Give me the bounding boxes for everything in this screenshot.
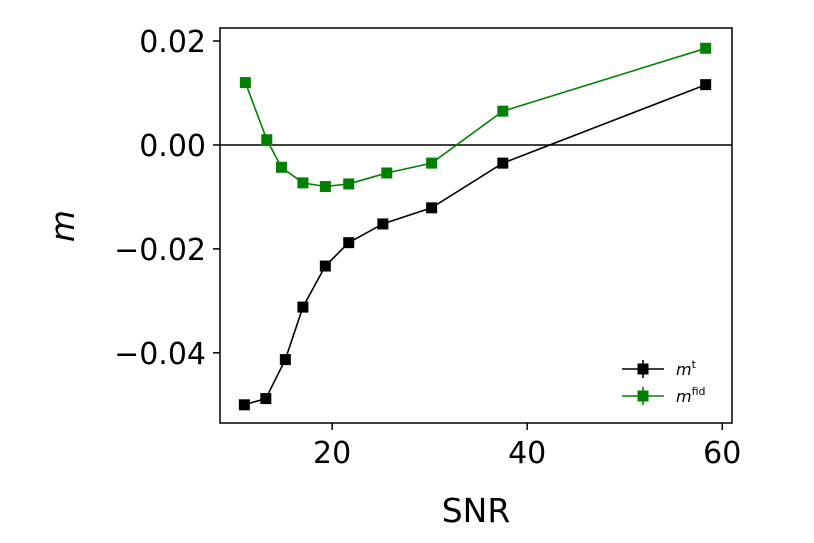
data-point-mt [260,393,272,405]
x-tick-label: 40 [508,436,546,471]
legend-label-sup: t [692,358,697,371]
data-point-mt [497,157,509,169]
data-point-mfid [319,181,331,193]
data-point-mfid [239,77,251,89]
data-point-mfid [275,161,287,173]
y-axis-title: m [43,210,82,242]
data-point-mt [279,354,291,366]
legend-marker [637,390,649,402]
data-point-mt [297,301,309,313]
series-line-mt [244,83,706,406]
y-tick-label: −0.02 [114,233,206,268]
legend-label-base: m [676,387,692,406]
x-axis-ticks: 20 40 60 [313,423,741,471]
data-point-mt [700,79,712,91]
plot-frame [219,27,733,424]
series-group [238,42,712,411]
y-tick-label: 0.00 [139,129,206,164]
legend-label: mt [676,358,697,379]
series-mt [238,79,712,411]
data-point-mfid [261,134,273,146]
series-mfid [239,42,712,193]
data-point-mt [377,218,389,230]
legend-item-mt: mt [622,358,697,379]
y-axis-ticks: 0.02 0.00 −0.02 −0.04 [114,25,220,372]
legend-marker [637,363,649,375]
data-point-mfid [497,105,509,117]
legend-label-sup: fid [692,385,706,398]
plot-background [220,28,732,423]
legend-label-base: m [676,360,692,379]
y-tick-label: −0.04 [114,337,206,372]
data-point-mfid [700,42,712,54]
data-point-mt [238,399,250,411]
data-point-mfid [343,178,355,190]
legend-item-mfid: mfid [622,385,706,406]
y-tick-label: 0.02 [139,25,206,60]
x-tick-label: 20 [313,436,351,471]
data-point-mfid [426,157,438,169]
data-point-mt [426,202,438,214]
data-point-mt [319,260,331,272]
legend-label: mfid [676,385,706,406]
data-point-mt [343,237,355,249]
data-point-mfid [297,177,309,189]
series-line-mfid [244,47,706,188]
data-point-mfid [381,167,393,179]
x-axis-title: SNR [442,491,511,530]
x-tick-label: 60 [703,436,741,471]
